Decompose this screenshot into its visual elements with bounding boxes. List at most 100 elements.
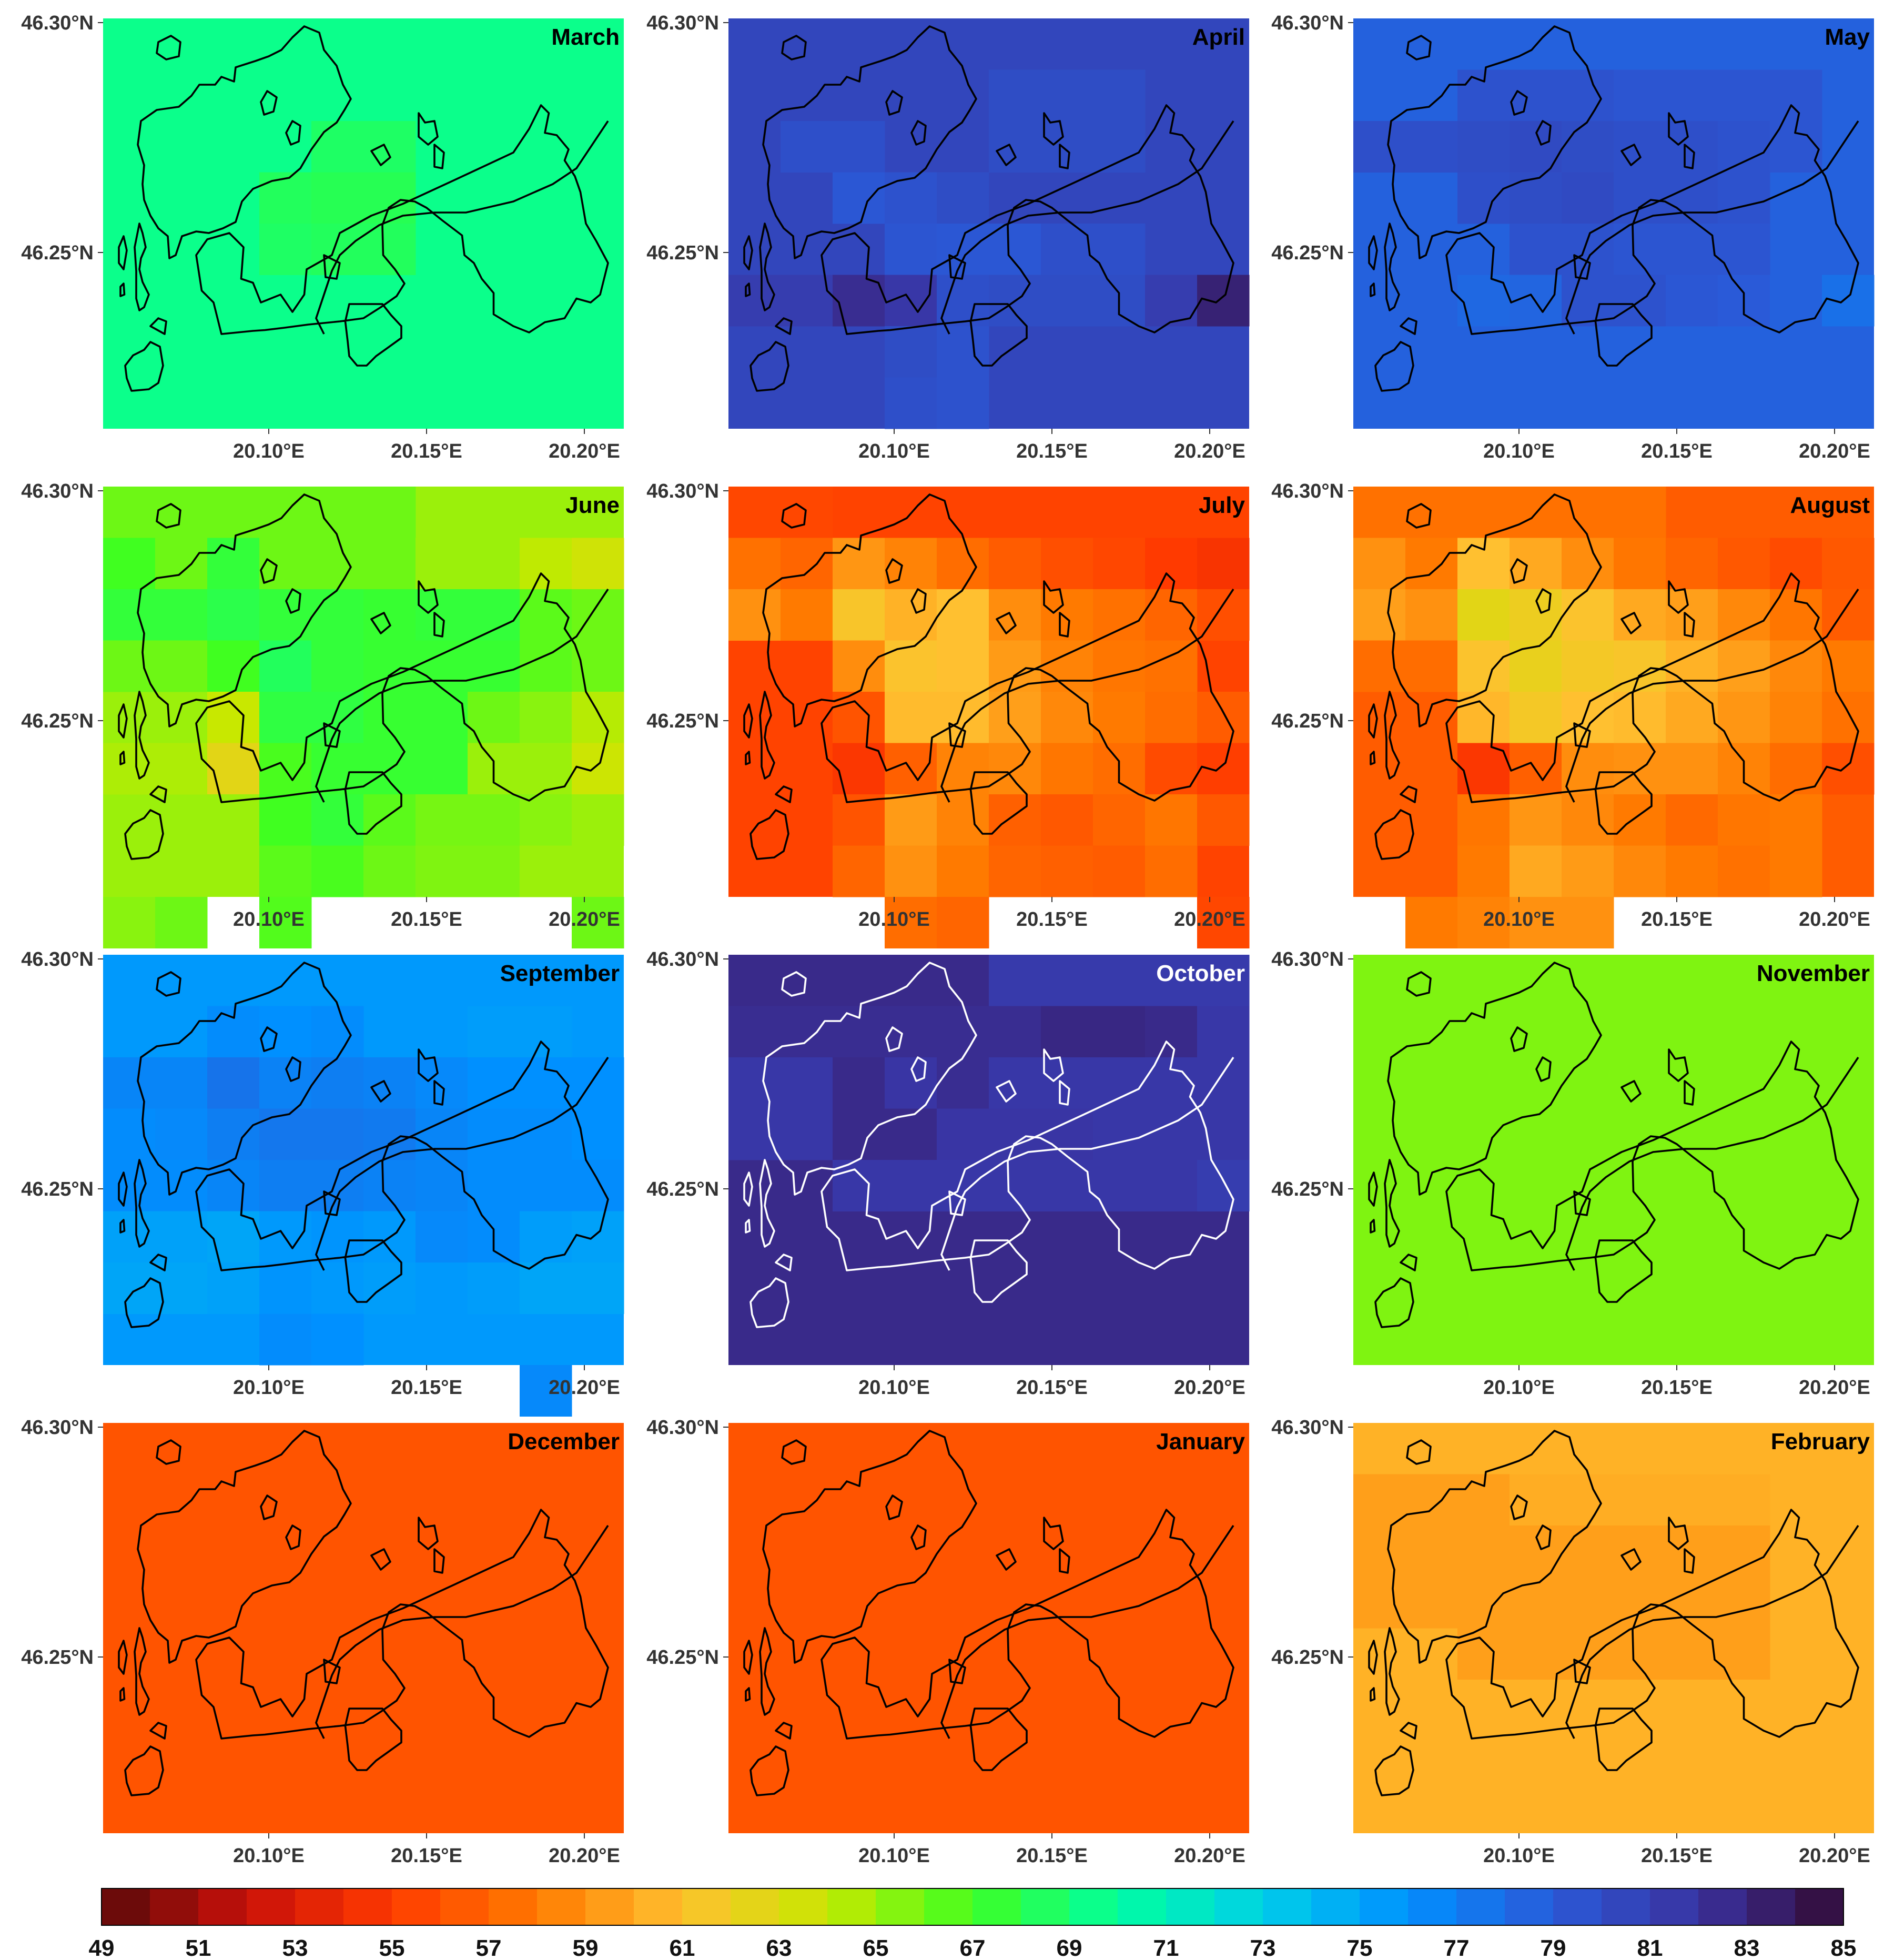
- grid-cell: [1718, 1525, 1770, 1577]
- grid-cell: [1197, 1006, 1250, 1058]
- grid-cell: [1718, 1474, 1770, 1526]
- x-tick-label: 20.15°E: [1016, 1845, 1088, 1867]
- colorbar-segment: [537, 1888, 586, 1925]
- grid-cell: [1041, 121, 1093, 173]
- map-panel-august: August 20.10°E 20.15°E 20.20°E 46.30°N 46.25°…: [1271, 480, 1875, 948]
- grid-cell: [155, 1057, 208, 1109]
- grid-cell: [520, 1365, 572, 1417]
- grid-cell: [1562, 794, 1614, 846]
- grid-cell: [1457, 845, 1510, 897]
- grid-cell: [1145, 1006, 1198, 1058]
- grid-cell: [416, 1160, 468, 1211]
- grid-cell: [155, 743, 208, 795]
- grid-cell: [1718, 172, 1770, 224]
- x-tick-label: 20.10°E: [1483, 440, 1555, 462]
- grid-cell: [1457, 1628, 1510, 1680]
- grid-cell: [1510, 1628, 1562, 1680]
- grid-cell: [259, 224, 312, 275]
- grid-cell: [1405, 1525, 1458, 1577]
- grid-cell: [1510, 172, 1562, 224]
- grid-cell: [572, 1262, 624, 1314]
- map-background: [103, 1423, 624, 1833]
- grid-cell: [155, 1211, 208, 1263]
- colorbar-frame: [101, 1888, 1844, 1926]
- grid-cell: [781, 1108, 833, 1160]
- grid-cell: [311, 172, 364, 224]
- grid-cell: [833, 172, 885, 224]
- grid-cell: [1562, 692, 1614, 743]
- colorbar-tick-label: 79: [1541, 1935, 1566, 1960]
- grid-cell: [1510, 224, 1562, 275]
- colorbar-segment: [1408, 1888, 1457, 1925]
- grid-cell: [1041, 1006, 1093, 1058]
- grid-cell: [1562, 589, 1614, 641]
- grid-cell: [259, 172, 312, 224]
- colorbar-segment: [295, 1888, 344, 1925]
- grid-cell: [207, 1211, 260, 1263]
- grid-cell: [311, 794, 364, 846]
- grid-cell: [259, 1314, 312, 1366]
- grid-cell: [989, 1006, 1041, 1058]
- x-tick-label: 20.15°E: [1016, 1377, 1088, 1399]
- grid-cell: [1197, 955, 1250, 1006]
- x-tick-label: 20.15°E: [391, 1845, 462, 1867]
- grid-cell: [1041, 589, 1093, 641]
- grid-cell: [207, 1160, 260, 1211]
- grid-cell: [259, 640, 312, 692]
- y-tick-label: 46.25°N: [1271, 1178, 1344, 1200]
- grid-cell: [1666, 1474, 1718, 1526]
- grid-cell: [989, 1057, 1041, 1109]
- grid-cell: [1666, 224, 1718, 275]
- grid-cell: [416, 794, 468, 846]
- grid-cell: [1041, 1108, 1093, 1160]
- grid-cell: [468, 589, 520, 641]
- colorbar-segment: [1650, 1888, 1699, 1925]
- map-panel-november: November 20.10°E 20.15°E 20.20°E 46.30°N 46.2…: [1271, 948, 1874, 1399]
- month-label: October: [1156, 961, 1245, 986]
- colorbar-tick-label: 83: [1734, 1935, 1760, 1960]
- grid-cell: [989, 1160, 1041, 1211]
- month-label: November: [1757, 961, 1870, 986]
- grid-cell: [311, 589, 364, 641]
- grid-cell: [885, 640, 937, 692]
- colorbar-tick-label: 81: [1637, 1935, 1663, 1960]
- colorbar: 49 51 53 55 57 59 61 63 65 67 69 71 73 75 77 79 81 83 85: [89, 1888, 1857, 1960]
- x-tick-label: 20.15°E: [1641, 908, 1713, 931]
- grid-cell: [103, 1262, 156, 1314]
- grid-cell: [1666, 69, 1718, 122]
- grid-cell: [1197, 743, 1250, 795]
- grid-cell: [572, 897, 624, 948]
- grid-cell: [885, 377, 937, 429]
- month-label: January: [1156, 1429, 1245, 1454]
- grid-cell: [1666, 743, 1718, 795]
- grid-cell: [1405, 1474, 1458, 1526]
- grid-cell: [1353, 538, 1406, 590]
- grid-cell: [311, 538, 364, 590]
- grid-cell: [1770, 692, 1822, 743]
- grid-cell: [1457, 275, 1510, 327]
- grid-cell: [1614, 69, 1666, 122]
- grid-cell: [1666, 692, 1718, 743]
- grid-cell: [1457, 640, 1510, 692]
- map-panel-january: January 20.10°E 20.15°E 20.20°E 46.30°N 46.25…: [646, 1417, 1249, 1867]
- x-tick-label: 20.10°E: [858, 440, 930, 462]
- grid-cell: [989, 224, 1041, 275]
- grid-cell: [468, 640, 520, 692]
- grid-cell: [1614, 692, 1666, 743]
- grid-cell: [1770, 538, 1822, 590]
- grid-cell: [833, 1160, 885, 1211]
- grid-cell: [1405, 1577, 1458, 1629]
- colorbar-tick-label: 73: [1250, 1935, 1276, 1960]
- grid-cell: [937, 377, 989, 429]
- grid-cell: [155, 487, 208, 538]
- grid-cell: [1822, 640, 1875, 692]
- grid-cell: [259, 1057, 312, 1109]
- map-panel-december: December 20.10°E 20.15°E 20.20°E 46.30°N 46.2…: [21, 1417, 624, 1867]
- map-panel-may: May 20.10°E 20.15°E 20.20°E 46.30°N 46.25°N: [1271, 12, 1875, 462]
- colorbar-tick-label: 85: [1831, 1935, 1857, 1960]
- colorbar-segment: [247, 1888, 296, 1925]
- map-panel-october: October 20.10°E 20.15°E 20.20°E 46.30°N 46.25…: [646, 948, 1250, 1399]
- grid-cell: [259, 845, 312, 897]
- grid-cell: [728, 1057, 781, 1109]
- x-tick-label: 20.20°E: [1799, 1377, 1870, 1399]
